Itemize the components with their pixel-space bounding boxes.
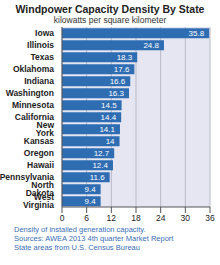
- svg-text:Oregon: Oregon: [24, 148, 54, 158]
- svg-text:Washington: Washington: [8, 88, 54, 98]
- svg-text:16.6: 16.6: [110, 77, 126, 86]
- svg-text:9.4: 9.4: [85, 197, 97, 206]
- svg-text:Oklahoma: Oklahoma: [13, 64, 54, 74]
- svg-text:17.6: 17.6: [114, 65, 130, 74]
- svg-text:18.3: 18.3: [117, 53, 133, 62]
- svg-text:12.4: 12.4: [92, 161, 108, 170]
- svg-text:30: 30: [181, 213, 191, 223]
- svg-text:Indiana: Indiana: [24, 76, 54, 86]
- svg-text:11.6: 11.6: [90, 173, 106, 182]
- svg-text:24.8: 24.8: [143, 41, 159, 50]
- svg-text:Texas: Texas: [31, 52, 55, 62]
- svg-text:Kansas: Kansas: [24, 136, 55, 146]
- svg-text:12: 12: [107, 213, 117, 223]
- svg-text:36: 36: [205, 213, 212, 223]
- svg-text:14.5: 14.5: [101, 101, 117, 110]
- svg-text:14: 14: [106, 137, 115, 146]
- svg-text:Minnesota: Minnesota: [12, 100, 54, 110]
- svg-text:6: 6: [84, 213, 89, 223]
- svg-text:14.1: 14.1: [99, 125, 115, 134]
- svg-text:35.8: 35.8: [189, 29, 205, 38]
- svg-text:9.4: 9.4: [85, 185, 97, 194]
- svg-text:0: 0: [60, 213, 65, 223]
- svg-text:12.7: 12.7: [94, 149, 110, 158]
- svg-text:14.4: 14.4: [101, 113, 117, 122]
- svg-text:16.3: 16.3: [108, 89, 124, 98]
- svg-text:Iowa: Iowa: [35, 28, 54, 38]
- svg-text:Hawaii: Hawaii: [27, 160, 54, 170]
- svg-text:WestVirginia: WestVirginia: [23, 192, 54, 211]
- svg-text:24: 24: [156, 213, 166, 223]
- svg-text:Illinois: Illinois: [27, 40, 54, 50]
- svg-text:18: 18: [131, 213, 141, 223]
